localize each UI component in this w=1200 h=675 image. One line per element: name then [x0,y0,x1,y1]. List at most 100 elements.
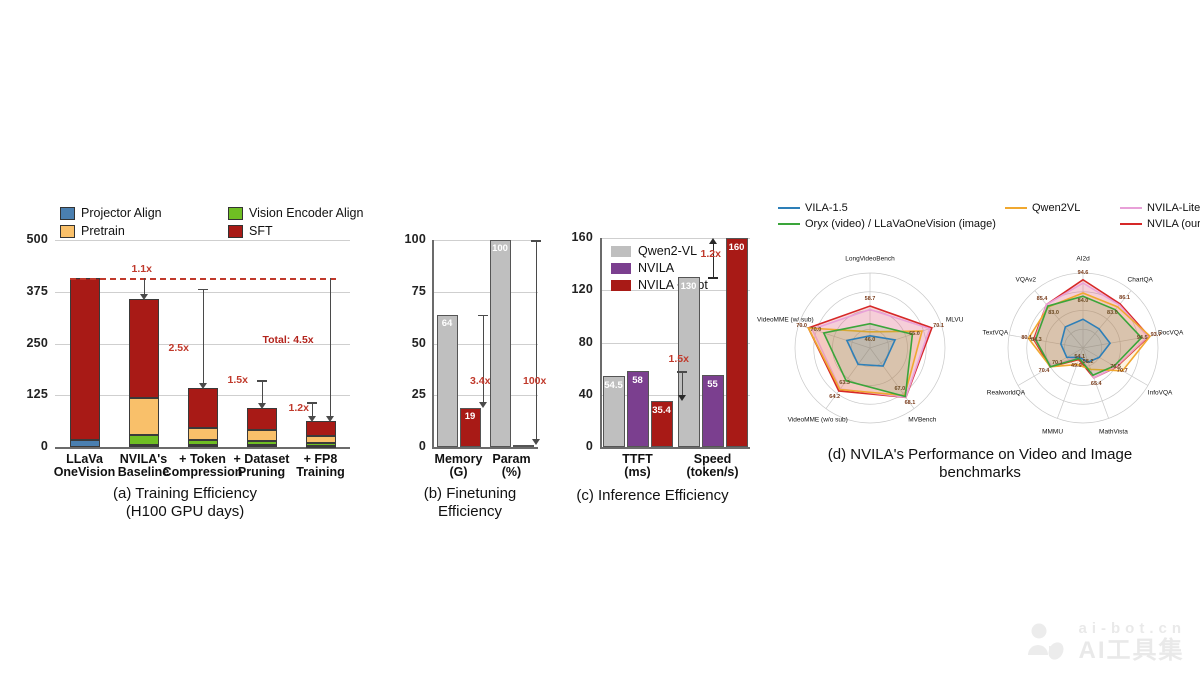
radar-axis-label-image-benchmarks-8: VQAv2 [1015,276,1037,284]
radar-value-video-benchmarks-nvila-1: 70.1 [933,322,944,329]
gridline-b-25 [432,395,538,397]
radar-value-image-benchmarks-qwen-5: 54.1 [1074,354,1086,361]
radar-series-0 [1059,318,1112,363]
panel-a-caption-line2: (H100 GPU days) [125,503,245,520]
panel-c: 160 120 80 40 0 Qwen2-VL NVILA NVILA + Opt 54.5 5… [545,200,760,504]
video-benchmarks-radar [794,272,946,424]
x-category-0-line1: LLaVa [66,452,103,466]
radar-axis-label-image-benchmarks-7: TextVQA [982,329,1009,337]
radar-value-image-benchmarks-qwen-4: 58.2 [1082,358,1094,365]
legend-line-d-3 [778,222,800,226]
panel-b-caption-line1: (b) Finetuning [423,485,517,502]
watermark-line1: ai-bot.cn [1078,620,1186,637]
legend-label-c-1: NVILA [638,261,675,275]
radar-value-image-benchmarks-qwen-1: 83.0 [1107,309,1118,316]
bar-segment-4-pretrain [305,435,336,443]
arrow-1-2x-line [311,402,313,418]
radar-value-image-benchmarks-nvila-0: 94.6 [1077,269,1089,276]
bar-segment-3-projector-align [246,445,277,448]
radar-value-video-benchmarks-nvila-2: 68.1 [904,400,916,407]
arrow-2-5x-cap [197,288,208,291]
radar-value-image-benchmarks-qwen-7: 84.3 [1030,336,1042,343]
y-tick-c-0: 0 [585,439,593,453]
watermark-line2: AI工具集 [1078,637,1185,664]
arrow-1-5x-head [257,403,266,410]
x-category-3: + Dataset Pruning [217,453,307,479]
watermark-logo-icon [1027,623,1063,660]
gridline-c-80 [600,342,750,344]
annotation-c-0: 1.5x [668,353,689,366]
y-tick-a-500: 500 [26,232,48,246]
y-tick-a-375: 375 [26,283,48,298]
radar-series-0 [845,335,897,367]
x-axis-b [432,447,538,449]
x-category-b-1: Param (%) [478,453,546,479]
panel-d-caption-line2: benchmarks [939,464,1021,481]
arrow-b-1-line [536,240,537,440]
legend-item-sft: SFT [228,224,273,238]
radar-value-image-benchmarks-nvila-7: 80.1 [1021,335,1033,342]
y-tick-c-160: 160 [571,230,593,244]
x-category-2-line2: Compression [162,465,243,479]
arrow-1-1x-line [143,278,145,295]
legend-item-d-4: NVILA (ours) [1120,218,1200,230]
arrow-2-5x-head [198,383,207,390]
legend-item-vision-encoder-align: Vision Encoder Align [228,206,363,220]
radar-value-image-benchmarks-qwen-3: 76.5 [1110,363,1121,370]
y-tick-c-80: 80 [578,334,593,349]
y-tick-c-120: 120 [571,282,593,297]
watermark: ai-bot.cn AI工具集 [1025,621,1187,663]
x-category-3-line2: Pruning [237,465,286,479]
legend-item-c-1: NVILA [611,261,674,275]
radar-axis-label-video-benchmarks-2: MVBench [908,416,937,424]
x-category-c-1-line2: (token/s) [686,465,739,479]
legend-line-d-0 [778,206,800,210]
arrow-1-1x-head [139,293,148,300]
legend-item-c-0: Qwen2-VL [611,244,697,258]
radar-value-video-benchmarks-qwen-0: 46.0 [864,336,876,343]
y-axis-c [600,238,602,447]
bar-segment-3-pretrain [246,430,277,442]
x-category-b-0: Memory (G) [425,453,493,479]
radar-value-image-benchmarks-nvila-3: 70.7 [1116,367,1128,374]
arrow-c-1-head [708,238,717,244]
legend-line-d-2 [1120,206,1142,210]
radar-value-video-benchmarks-qwen-3: 63.3 [839,380,850,387]
arrow-c-1-cap [707,277,718,279]
radar-value-video-benchmarks-nvila-4: 70.0 [796,322,807,329]
radar-value-image-benchmarks-nvila-4: 65.4 [1090,381,1102,388]
arrow-2-5x-line [202,288,204,385]
radar-axis-label-video-benchmarks-4: VideoMME (w/ sub) [757,316,814,324]
arrow-total-head [325,416,334,423]
bar-segment-2-vision-encoder-align [187,440,218,446]
panel-a-caption-line1: (a) Training Efficiency [113,485,257,502]
x-category-b-0-line2: (G) [449,465,468,479]
panel-d: VILA-1.5 Qwen2VL NVILA-Lite (Ours) Oryx (vi… [757,196,1200,496]
legend-label-d-3: Oryx (video) / LLaVaOneVision (image) [805,218,996,230]
arrow-1-2x-cap [306,402,317,405]
bar-b-0-nvila [459,407,481,447]
radar-axis-label-image-benchmarks-6: RealworldQA [986,389,1026,396]
arrow-1-5x-line [261,380,263,405]
legend-swatch-2 [60,224,75,238]
x-category-3-line1: + Dataset [233,452,290,466]
bar-segment-2-pretrain [187,427,218,441]
x-category-1: NVILA's Baseline [99,453,189,479]
radar-value-video-benchmarks-nvila-0: 58.7 [864,296,876,303]
annotation-c-1: 1.2x [700,248,721,260]
bar-value-c-0-2: 35.4 [652,404,671,416]
radar-series-1 [1034,295,1143,377]
bar-c-1-1 [701,375,724,447]
annotation-total: Total: 4.5x [262,333,314,346]
bar-b-1-nvila [512,444,534,447]
bar-segment-2-projector-align [187,445,218,448]
panel-b: 100 75 50 25 0 64 19 Memory (G) 3.4x 100 Param (%) 10… [390,200,550,520]
legend-item-projector-align: Projector Align [60,206,162,220]
legend-item-pretrain: Pretrain [60,224,125,238]
panel-a-caption: (a) Training Efficiency (H100 GPU days) [20,485,350,521]
x-category-c-0: TTFT (ms) [598,453,678,479]
bar-value-c-0-1: 58 [632,375,643,387]
x-category-1-line2: Baseline [117,465,170,479]
legend-item-d-0: VILA-1.5 [778,202,848,214]
radar-value-video-benchmarks-qwen-2: 67.0 [894,386,906,393]
